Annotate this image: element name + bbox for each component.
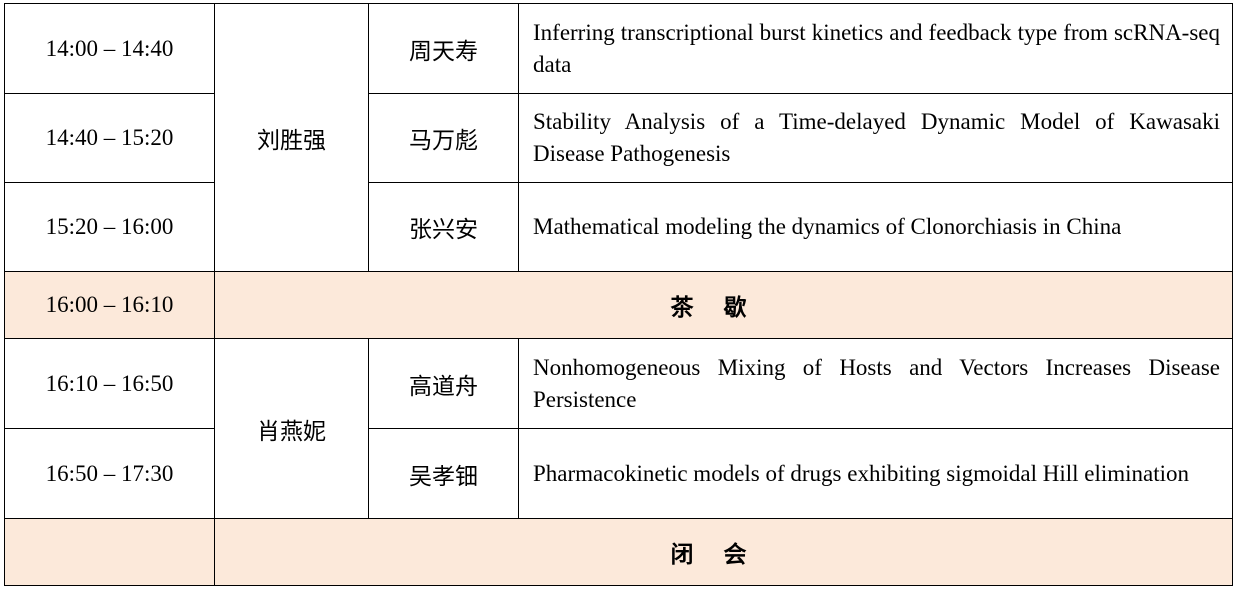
talk-title-cell: Nonhomogeneous Mixing of Hosts and Vecto… [518,338,1233,429]
speaker-cell: 周天寿 [368,3,519,94]
tea-break-row: 16:00 – 16:10 茶歇 [4,271,1233,339]
tea-break-label: 茶歇 [214,271,1233,339]
table-row: 15:20 – 16:00 张兴安 Mathematical modeling … [4,182,1233,272]
schedule-table: 14:00 – 14:40 刘胜强 周天寿 Inferring transcri… [4,3,1233,586]
time-cell [4,518,215,586]
speaker-cell: 高道舟 [368,338,519,429]
table-row: 16:50 – 17:30 吴孝钿 Pharmacokinetic models… [4,428,1233,519]
time-cell: 16:50 – 17:30 [4,428,215,519]
time-cell: 14:40 – 15:20 [4,93,215,183]
time-cell: 16:00 – 16:10 [4,271,215,339]
table-row: 14:40 – 15:20 马万彪 Stability Analysis of … [4,93,1233,183]
speaker-cell: 马万彪 [368,93,519,183]
talk-title-cell: Inferring transcriptional burst kinetics… [518,3,1233,94]
time-cell: 14:00 – 14:40 [4,3,215,94]
table-row: 14:00 – 14:40 刘胜强 周天寿 Inferring transcri… [4,3,1233,272]
talk-title-cell: Mathematical modeling the dynamics of Cl… [518,182,1233,272]
speaker-cell: 吴孝钿 [368,428,519,519]
time-cell: 15:20 – 16:00 [4,182,215,272]
time-cell: 16:10 – 16:50 [4,338,215,429]
talk-title-cell: Stability Analysis of a Time-delayed Dyn… [518,93,1233,183]
chair-cell: 肖燕妮 [214,338,369,519]
closing-row: 闭会 [4,518,1233,586]
chair-cell: 刘胜强 [214,3,369,272]
closing-label: 闭会 [214,518,1233,586]
talk-title-cell: Pharmacokinetic models of drugs exhibiti… [518,428,1233,519]
speaker-cell: 张兴安 [368,182,519,272]
table-row: 16:10 – 16:50 肖燕妮 高道舟 Nonhomogeneous Mix… [4,338,1233,519]
